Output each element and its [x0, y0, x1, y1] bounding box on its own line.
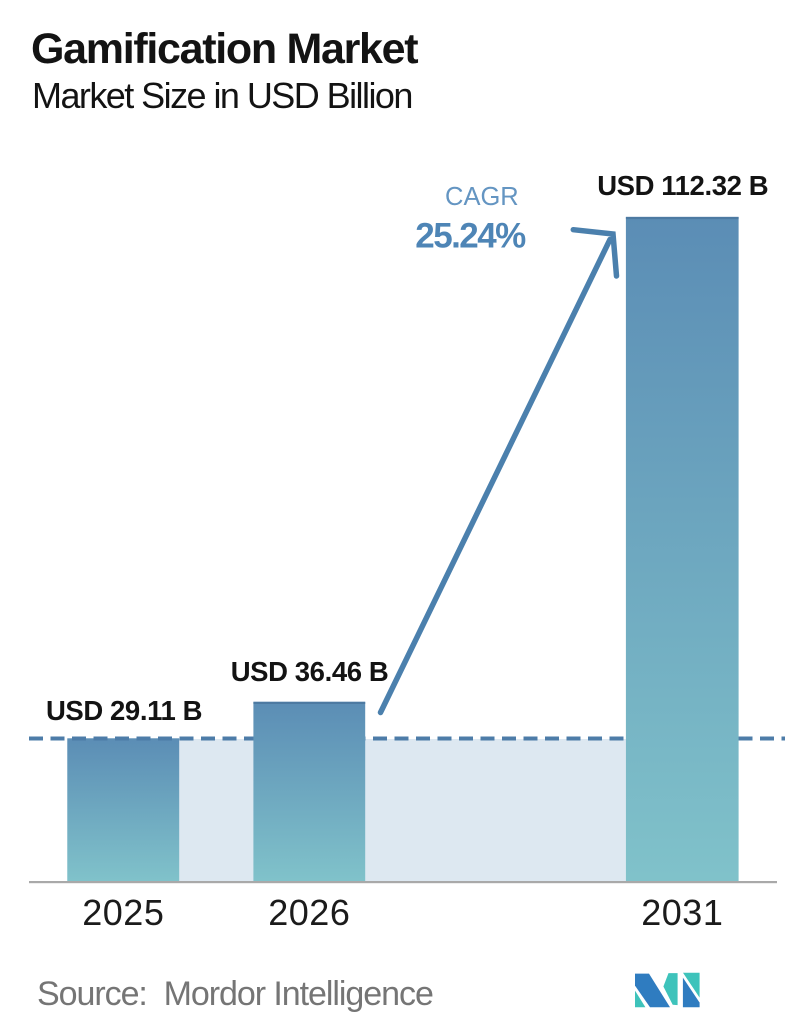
svg-text:USD 112.32 B: USD 112.32 B — [597, 170, 768, 201]
svg-text:2026: 2026 — [268, 892, 350, 933]
svg-text:CAGR: CAGR — [445, 183, 519, 211]
svg-text:Source: Mordor Intelligence: Source: Mordor Intelligence — [37, 975, 433, 1013]
svg-text:Gamification Market: Gamification Market — [31, 25, 418, 73]
svg-text:USD 36.46 B: USD 36.46 B — [231, 656, 389, 687]
svg-text:Market Size in USD Billion: Market Size in USD Billion — [32, 75, 412, 116]
svg-text:2031: 2031 — [641, 892, 723, 933]
svg-text:2025: 2025 — [82, 892, 164, 933]
svg-text:USD 29.11 B: USD 29.11 B — [46, 695, 202, 726]
svg-text:25.24%: 25.24% — [415, 217, 526, 256]
